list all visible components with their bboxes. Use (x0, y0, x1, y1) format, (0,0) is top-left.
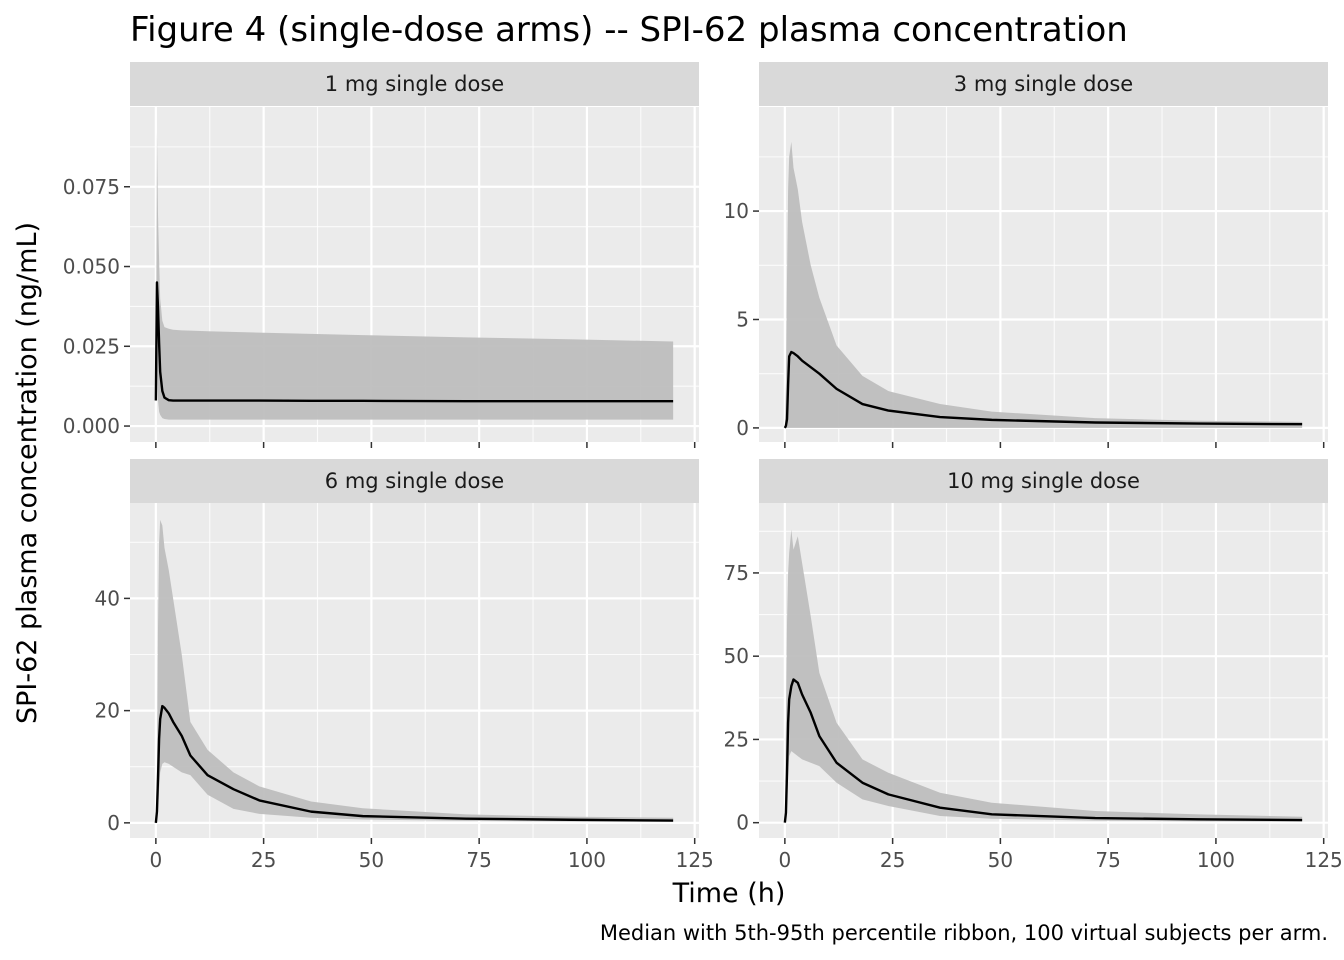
x-tick-label: 125 (676, 848, 714, 872)
facet-strip-label: 1 mg single dose (325, 72, 504, 96)
y-tick-label: 0 (736, 416, 749, 440)
y-tick-label: 10 (724, 199, 749, 223)
facet-strip (130, 459, 699, 503)
facet-panel: 10 mg single dose 0 25 50 75 0 25 50 75 100 125 (724, 459, 1343, 872)
median-line (154, 704, 674, 823)
x-tick-label: 75 (466, 848, 491, 872)
x-tick-label: 25 (880, 848, 905, 872)
x-tick-label: 0 (778, 848, 791, 872)
y-tick-label: 40 (95, 586, 120, 610)
y-tick-label: 0.075 (63, 175, 120, 199)
facet-panels: 1 mg single dose 0.000 0.025 0.050 0.075 3 mg… (63, 62, 1343, 872)
y-tick-label: 20 (95, 699, 120, 723)
panel-background (759, 503, 1328, 838)
y-tick-label: 0.050 (63, 255, 120, 279)
facet-strip-label: 6 mg single dose (325, 469, 504, 493)
x-tick-label: 50 (359, 848, 384, 872)
median-line (783, 678, 1303, 823)
x-tick-label: 75 (1095, 848, 1120, 872)
facet-strip (759, 459, 1328, 503)
y-tick-label: 50 (724, 644, 749, 668)
facet-panel: 3 mg single dose 0 5 10 (724, 62, 1328, 448)
y-tick-label: 0.000 (63, 414, 120, 438)
y-tick-label: 25 (724, 727, 749, 751)
y-tick-label: 75 (724, 561, 749, 585)
chart-caption: Median with 5th-95th percentile ribbon, … (600, 921, 1328, 945)
y-tick-label: 0 (736, 811, 749, 835)
facet-panel: 6 mg single dose 0 20 40 0 25 50 75 100 125 (95, 459, 714, 872)
y-tick-label: 0.025 (63, 334, 120, 358)
facet-panel: 1 mg single dose 0.000 0.025 0.050 0.075 (63, 62, 699, 448)
x-tick-label: 25 (251, 848, 276, 872)
y-tick-label: 5 (736, 307, 749, 331)
x-tick-label: 125 (1305, 848, 1343, 872)
x-axis-title: Time (h) (672, 878, 786, 909)
percentile-ribbon (155, 132, 674, 420)
median-line (783, 350, 1303, 429)
percentile-ribbon (784, 141, 1303, 428)
x-tick-label: 0 (149, 848, 162, 872)
x-tick-label: 50 (988, 848, 1013, 872)
percentile-ribbon (155, 519, 674, 823)
facet-strip-label: 10 mg single dose (947, 469, 1140, 493)
median-line (154, 281, 674, 403)
chart-title: Figure 4 (single-dose arms) -- SPI-62 pl… (130, 10, 1128, 50)
facet-strip (759, 62, 1328, 106)
facet-strip (130, 62, 699, 106)
facet-strip-label: 3 mg single dose (954, 72, 1133, 96)
y-tick-label: 0 (107, 811, 120, 835)
x-tick-label: 100 (568, 848, 606, 872)
y-axis-title: SPI-62 plasma concentration (ng/mL) (12, 222, 43, 724)
x-tick-label: 100 (1197, 848, 1235, 872)
